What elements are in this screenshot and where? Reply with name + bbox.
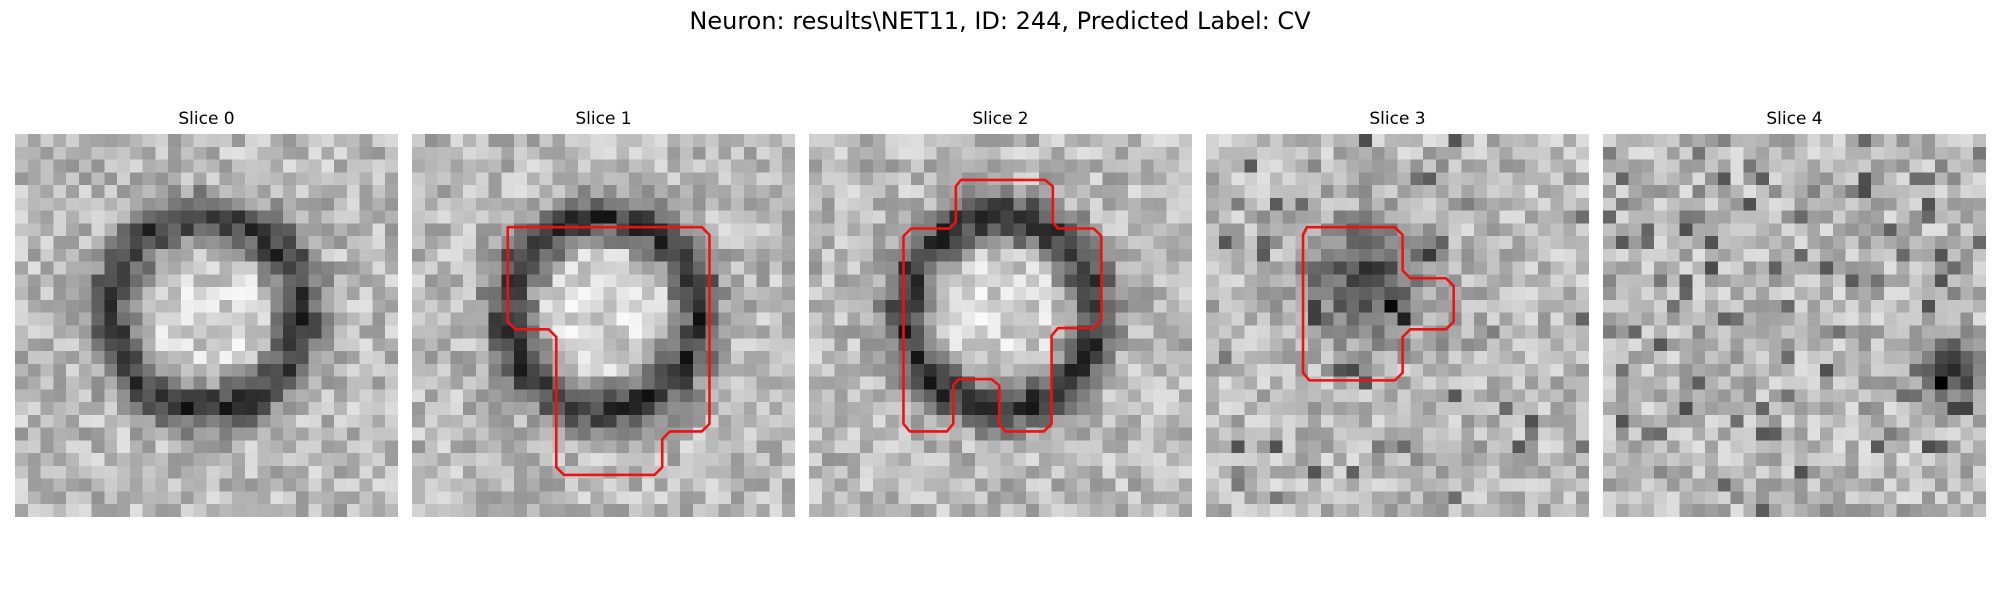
slice-0-image bbox=[15, 134, 398, 517]
slice-3-outline-svg bbox=[1301, 225, 1455, 382]
slice-1-outline-svg bbox=[506, 225, 711, 477]
panel-title-slice-1: Slice 1 bbox=[575, 109, 632, 129]
slice-3-image bbox=[1206, 134, 1589, 517]
slice-1-segmentation-outline bbox=[506, 225, 711, 477]
panel-title-slice-2: Slice 2 bbox=[972, 109, 1029, 129]
slice-4-image bbox=[1603, 134, 1986, 517]
slice-4-canvas bbox=[1603, 134, 1986, 517]
slice-0-canvas bbox=[15, 134, 398, 517]
slice-2-image bbox=[809, 134, 1192, 517]
panel-title-slice-4: Slice 4 bbox=[1766, 109, 1823, 129]
panel-title-slice-0: Slice 0 bbox=[178, 109, 235, 129]
panel-title-slice-3: Slice 3 bbox=[1369, 109, 1426, 129]
slice-1-canvas bbox=[412, 134, 795, 517]
slice-2-canvas bbox=[809, 134, 1192, 517]
slice-3-canvas bbox=[1206, 134, 1589, 517]
figure-title: Neuron: results\NET11, ID: 244, Predicte… bbox=[689, 7, 1311, 35]
slice-2-segmentation-outline bbox=[902, 178, 1103, 433]
slice-1-image bbox=[412, 134, 795, 517]
slice-2-outline-svg bbox=[902, 178, 1103, 433]
slice-3-segmentation-outline bbox=[1301, 225, 1455, 382]
